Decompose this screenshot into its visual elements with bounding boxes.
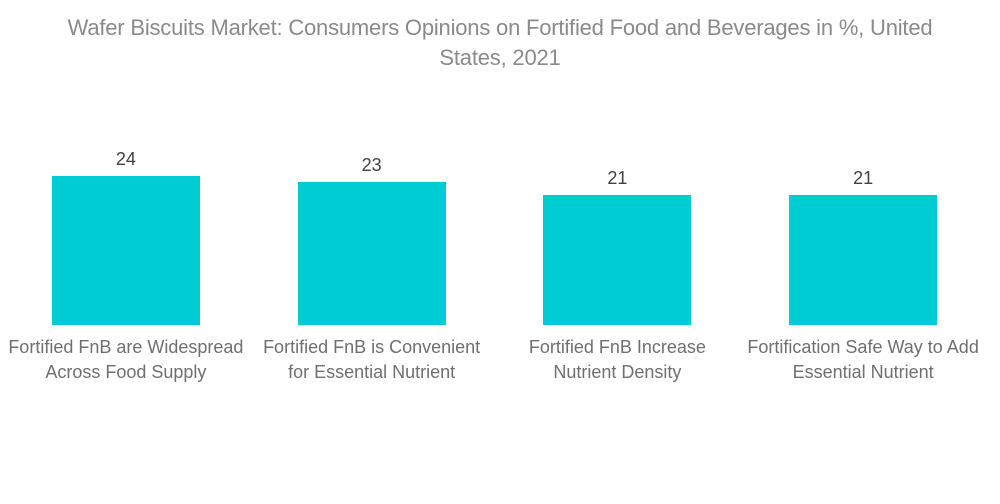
chart-title: Wafer Biscuits Market: Consumers Opinion… (67, 15, 933, 70)
bar-group: 21 Fortification Safe Way to Add Essenti… (740, 139, 986, 385)
bar-plot-area: 21 (543, 139, 692, 325)
bar-category-label: Fortified FnB Increase Nutrient Density (528, 337, 706, 382)
bar-value-label: 21 (607, 168, 628, 188)
bar-group: 24 Fortified FnB are Widespread Across F… (3, 139, 249, 385)
bar-category-label: Fortified FnB are Widespread Across Food… (8, 337, 244, 382)
bar (543, 195, 692, 325)
bar-value-label: 21 (853, 168, 874, 188)
bar-category-label: Fortified FnB is Convenient for Essentia… (263, 337, 481, 382)
bar (51, 176, 200, 325)
bar-value-label: 24 (115, 149, 136, 169)
bar-group: 23 Fortified FnB is Convenient for Essen… (249, 139, 495, 385)
bar-value-label: 23 (361, 155, 382, 175)
bar-chart: 24 Fortified FnB are Widespread Across F… (0, 139, 1000, 385)
bar-plot-area: 21 (789, 139, 938, 325)
bar (297, 182, 446, 325)
bar-plot-area: 24 (51, 139, 200, 325)
bar-category-label: Fortification Safe Way to Add Essential … (747, 337, 979, 382)
bar-group: 21 Fortified FnB Increase Nutrient Densi… (495, 139, 741, 385)
bar-plot-area: 23 (297, 139, 446, 325)
bar (789, 195, 938, 325)
